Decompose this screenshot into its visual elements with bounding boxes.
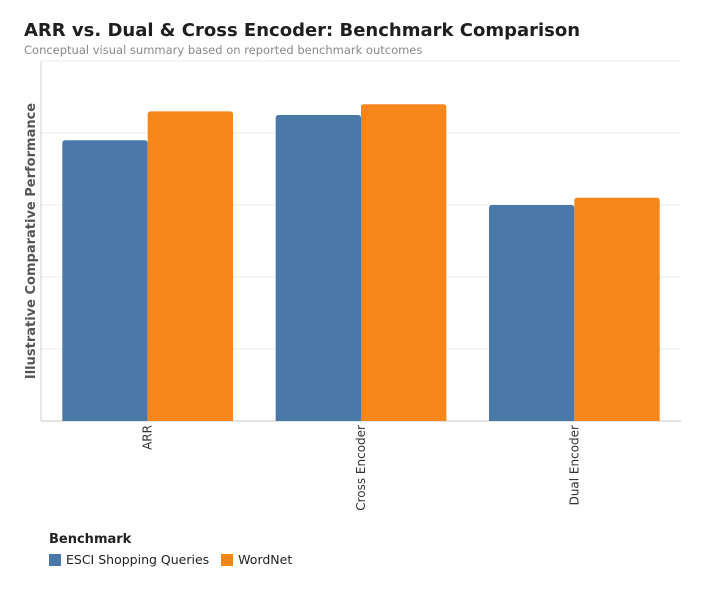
bar-esci-shopping-queries-arr bbox=[62, 140, 148, 421]
legend-item: WordNet bbox=[221, 552, 292, 567]
legend-item: ESCI Shopping Queries bbox=[49, 552, 209, 567]
y-axis-label: Illustrative Comparative Performance bbox=[24, 103, 39, 379]
legend-items: ESCI Shopping Queries WordNet bbox=[49, 552, 304, 567]
x-tick-label: ARR bbox=[141, 425, 155, 450]
legend-title: Benchmark bbox=[49, 532, 132, 547]
x-tick-label: Cross Encoder bbox=[354, 425, 368, 511]
bar-wordnet-arr bbox=[147, 111, 233, 422]
bar-esci-shopping-queries-cross-encoder bbox=[275, 115, 361, 421]
bar-wordnet-cross-encoder bbox=[361, 104, 447, 421]
bar-chart: ARR Cross Encoder Dual Encoder Illustrative… bbox=[24, 60, 681, 511]
legend-label: WordNet bbox=[238, 552, 293, 567]
legend-label: ESCI Shopping Queries bbox=[66, 552, 210, 567]
legend: Benchmark ESCI Shopping Queries WordNet bbox=[49, 532, 304, 567]
bar-esci-shopping-queries-dual-encoder bbox=[489, 205, 575, 421]
x-tick-label: Dual Encoder bbox=[567, 425, 581, 505]
bar-wordnet-dual-encoder bbox=[574, 197, 660, 421]
chart-subtitle: Conceptual visual summary based on repor… bbox=[24, 43, 423, 57]
legend-swatch bbox=[49, 553, 61, 566]
legend-swatch bbox=[221, 553, 234, 566]
chart-title: ARR vs. Dual & Cross Encoder: Benchmark … bbox=[24, 20, 581, 41]
